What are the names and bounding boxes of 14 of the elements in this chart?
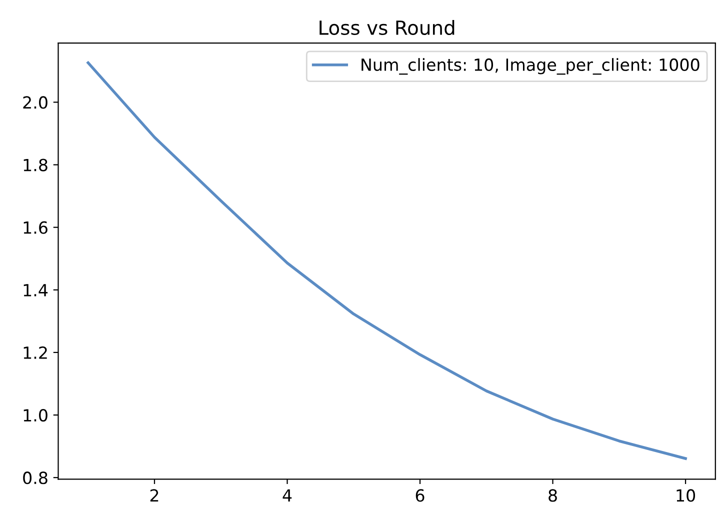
- x-tick-label: 2: [150, 489, 158, 502]
- x-tick-label: 10: [676, 489, 696, 502]
- chart-title: Loss vs Round: [320, 20, 454, 36]
- x-tick-label: 4: [282, 489, 292, 502]
- y-tick-label: 1.2: [24, 346, 47, 359]
- y-tick-label: 0.8: [23, 472, 48, 484]
- y-tick-label: 1.0: [24, 408, 48, 422]
- y-tick-label: 2.0: [23, 96, 48, 109]
- x-tick-label: 8: [548, 489, 557, 502]
- y-tick-label: 1.8: [24, 158, 48, 172]
- legend-label: Num_clients: 10, Image_per_client: 1000: [362, 58, 700, 75]
- y-tick-label: 1.6: [24, 221, 48, 234]
- x-tick-label: 6: [416, 489, 424, 502]
- y-tick-label: 1.4: [24, 284, 48, 296]
